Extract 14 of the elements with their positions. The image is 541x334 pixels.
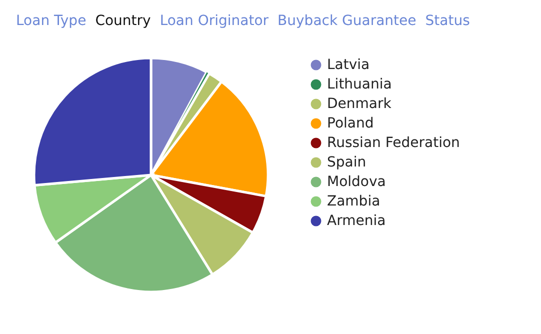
legend-label: Spain bbox=[327, 154, 366, 170]
legend-label: Russian Federation bbox=[327, 135, 460, 151]
legend-label: Armenia bbox=[327, 213, 386, 229]
text: Buyback Guarantee bbox=[278, 13, 416, 29]
text: Status bbox=[425, 13, 470, 29]
legend-label: Latvia bbox=[327, 57, 370, 73]
legend-label: Poland bbox=[327, 116, 374, 132]
legend-label: Denmark bbox=[327, 96, 392, 112]
legend-label: Lithuania bbox=[327, 76, 392, 92]
text: Loan Type bbox=[16, 13, 86, 29]
text: Country bbox=[95, 13, 151, 29]
text: Loan Originator bbox=[160, 13, 269, 29]
legend-label: Zambia bbox=[327, 194, 380, 210]
legend-label: Moldova bbox=[327, 174, 386, 190]
